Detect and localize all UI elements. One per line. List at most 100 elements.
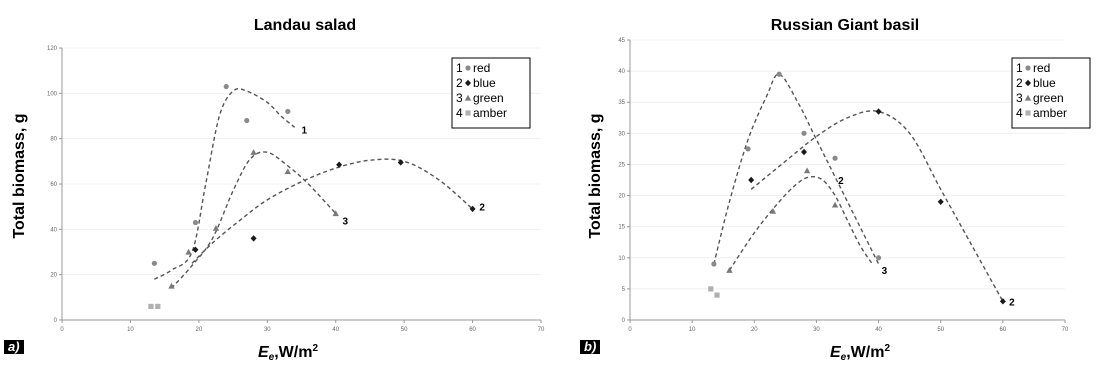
- data-point-green: [212, 225, 220, 231]
- x-tick-label: 50: [937, 327, 944, 333]
- x-tick-label: 20: [751, 327, 758, 333]
- panel-label-box: [580, 340, 600, 354]
- x-tick-label: 40: [875, 327, 882, 333]
- legend-entry-number: 2: [1016, 76, 1023, 90]
- y-tick-label: 10: [618, 256, 625, 262]
- data-point-blue: [801, 148, 807, 156]
- x-tick-label: 70: [538, 327, 545, 333]
- data-point-amber: [155, 303, 161, 309]
- legend-entry-label: blue: [1033, 76, 1056, 90]
- trend-curve-blue: [191, 158, 474, 264]
- data-point-red: [244, 117, 250, 124]
- trend-curve-red: [713, 73, 880, 265]
- x-axis-label: Ee,W/m2: [258, 343, 318, 363]
- data-point-red: [875, 255, 882, 261]
- chart-panel-a: Landau salad Total biomass, g Ee,W/m2 a)…: [4, 17, 545, 363]
- x-tick-label: 50: [401, 327, 408, 333]
- data-point-amber: [1025, 110, 1031, 116]
- x-tick-label: 20: [196, 327, 203, 333]
- data-point-amber: [708, 286, 714, 292]
- x-tick-label: 60: [469, 327, 476, 333]
- data-point-blue: [192, 246, 199, 253]
- y-tick-label: 120: [47, 46, 58, 52]
- y-tick-label: 100: [47, 91, 58, 97]
- x-tick-label: 10: [689, 327, 696, 333]
- data-point-green: [464, 94, 472, 101]
- legend-entry-label: red: [1033, 61, 1050, 75]
- y-axis-label: Total biomass, g: [11, 113, 28, 238]
- data-point-red: [832, 155, 838, 161]
- legend-entry-number: 3: [456, 91, 463, 105]
- chart-title: Russian Giant basil: [771, 17, 919, 34]
- data-point-amber: [714, 292, 720, 298]
- data-point-blue: [1025, 79, 1031, 87]
- y-tick-label: 30: [618, 131, 625, 137]
- y-tick-label: 40: [618, 69, 625, 75]
- trend-curve-green: [728, 176, 873, 271]
- data-point-green: [769, 207, 777, 214]
- x-tick-label: 10: [127, 327, 134, 333]
- trend-curve-red: [154, 88, 296, 280]
- x-tick-label: 60: [1000, 327, 1007, 333]
- y-tick-label: 20: [618, 194, 625, 200]
- data-point-blue: [336, 161, 343, 168]
- x-tick-label: 70: [1062, 327, 1069, 333]
- data-point-red: [192, 219, 199, 226]
- y-tick-label: 45: [618, 38, 625, 44]
- x-tick-label: 30: [264, 327, 271, 333]
- data-point-blue: [875, 108, 882, 115]
- legend-entry-label: green: [473, 91, 504, 105]
- legend-box: [1011, 57, 1091, 129]
- data-point-blue: [469, 205, 476, 213]
- legend-entry-number: 1: [456, 61, 463, 75]
- data-point-green: [284, 168, 292, 175]
- x-tick-label: 40: [332, 327, 339, 333]
- legend-entry-number: 4: [1016, 106, 1023, 120]
- curve-label: 3: [882, 266, 888, 277]
- curve-label: 2: [1009, 297, 1015, 308]
- y-tick-label: 25: [618, 162, 625, 168]
- curve-label: 3: [343, 216, 349, 227]
- data-point-red: [776, 71, 782, 77]
- curve-label: 1: [302, 126, 308, 137]
- y-tick-label: 5: [622, 287, 626, 293]
- data-point-blue: [999, 298, 1006, 305]
- data-point-blue: [397, 159, 404, 166]
- y-tick-label: 20: [50, 273, 57, 279]
- legend-entry-label: amber: [473, 106, 507, 120]
- panel-label: b): [584, 339, 596, 354]
- legend-entry-label: amber: [1033, 106, 1067, 120]
- curve-label: 2: [838, 176, 844, 187]
- panel-label-box: [4, 340, 24, 354]
- legend-entry-number: 1: [1016, 61, 1023, 75]
- legend-box: [451, 57, 531, 129]
- x-axis-label: Ee,W/m2: [830, 343, 890, 363]
- y-tick-label: 15: [618, 225, 625, 231]
- data-point-green: [168, 282, 175, 289]
- data-point-amber: [465, 110, 471, 116]
- legend: 1 red 2 blue 3 green 4 amber: [451, 57, 531, 129]
- data-point-red: [711, 261, 717, 267]
- data-point-amber: [148, 303, 154, 309]
- legend-entry-number: 3: [1016, 91, 1023, 105]
- data-point-red: [285, 108, 291, 115]
- data-point-red: [1025, 65, 1031, 71]
- data-point-red: [223, 83, 229, 90]
- legend-entry-label: green: [1033, 91, 1064, 105]
- data-point-red: [745, 146, 751, 152]
- y-tick-label: 0: [54, 318, 58, 324]
- data-point-red: [151, 260, 157, 266]
- chart-title: Landau salad: [254, 17, 356, 34]
- data-point-green: [250, 149, 257, 155]
- data-point-green: [185, 248, 192, 255]
- data-point-blue: [937, 198, 944, 205]
- data-point-green: [803, 167, 811, 174]
- data-point-green: [1024, 94, 1032, 101]
- data-point-red: [801, 130, 807, 136]
- legend-entry-number: 2: [456, 76, 463, 90]
- y-tick-label: 0: [622, 318, 626, 324]
- data-point-blue: [748, 176, 755, 184]
